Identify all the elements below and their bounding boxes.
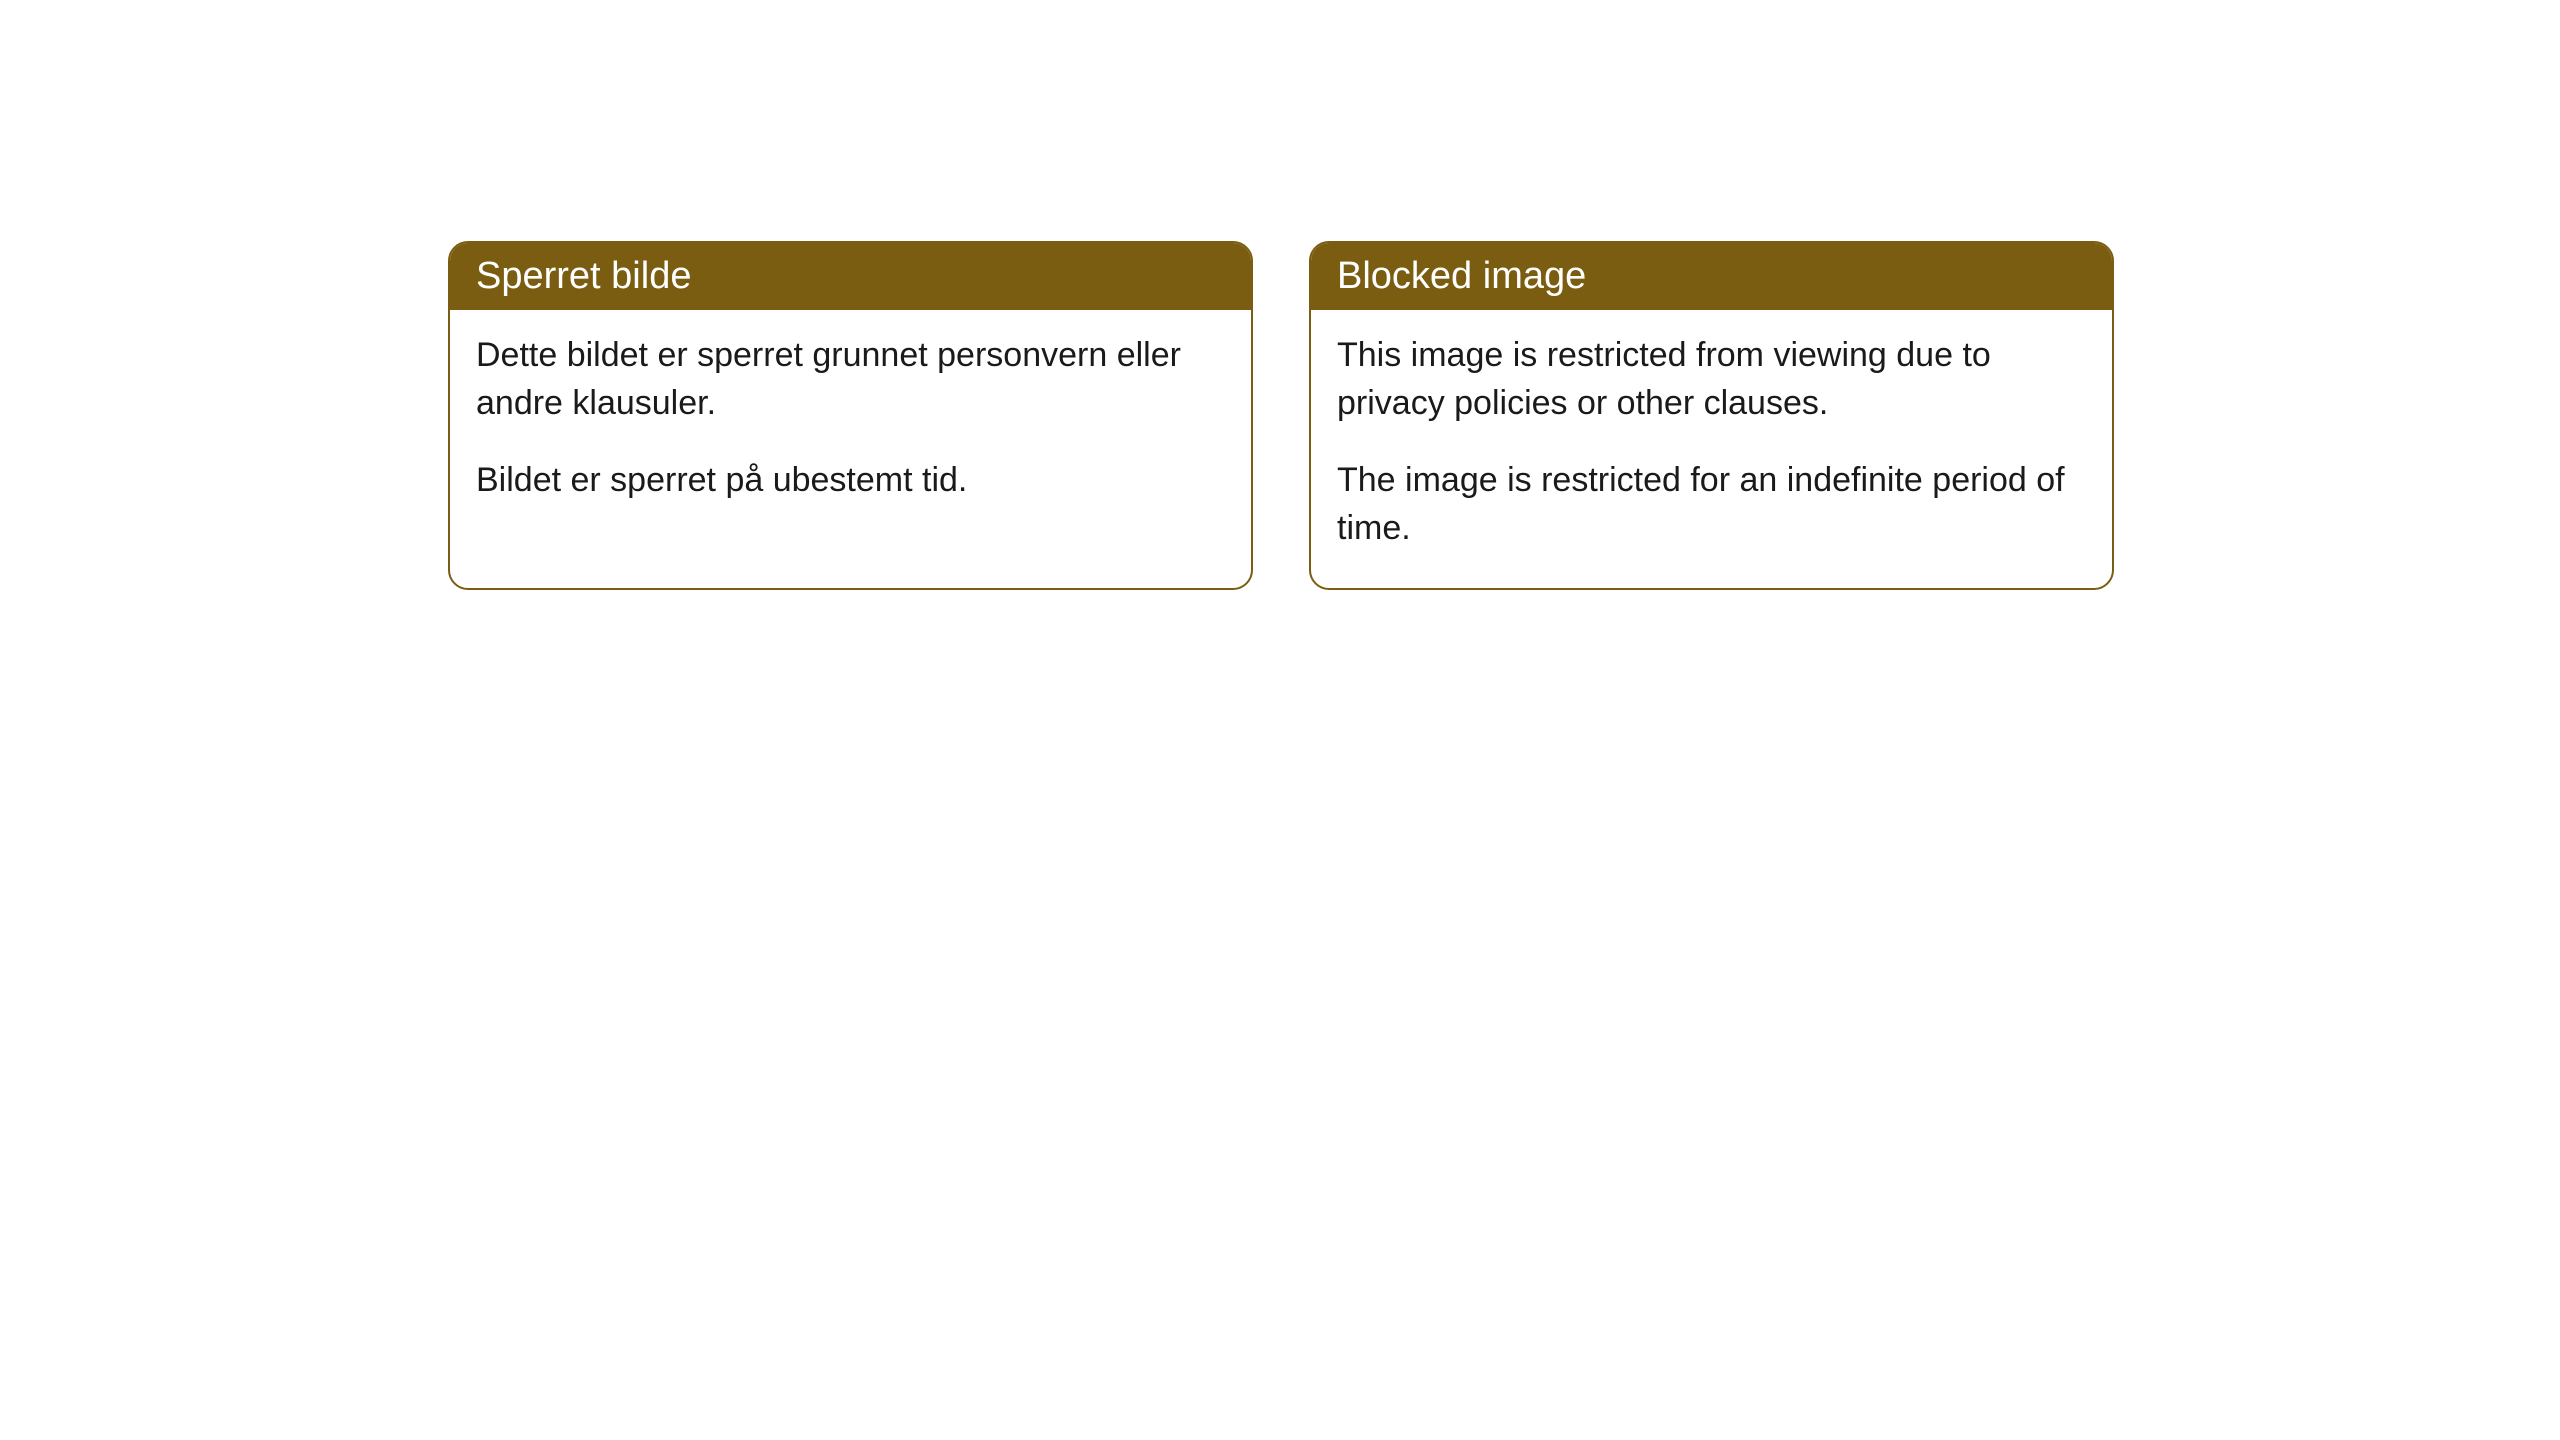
cards-container: Sperret bilde Dette bildet er sperret gr… (448, 241, 2114, 590)
card-paragraph: The image is restricted for an indefinit… (1337, 457, 2086, 552)
card-norwegian: Sperret bilde Dette bildet er sperret gr… (448, 241, 1253, 590)
card-body: This image is restricted from viewing du… (1311, 310, 2112, 588)
card-header: Blocked image (1311, 243, 2112, 310)
card-paragraph: This image is restricted from viewing du… (1337, 332, 2086, 427)
card-title: Sperret bilde (476, 255, 691, 297)
card-header: Sperret bilde (450, 243, 1251, 310)
card-paragraph: Bildet er sperret på ubestemt tid. (476, 457, 1225, 505)
card-english: Blocked image This image is restricted f… (1309, 241, 2114, 590)
card-paragraph: Dette bildet er sperret grunnet personve… (476, 332, 1225, 427)
card-body: Dette bildet er sperret grunnet personve… (450, 310, 1251, 541)
card-title: Blocked image (1337, 255, 1586, 297)
